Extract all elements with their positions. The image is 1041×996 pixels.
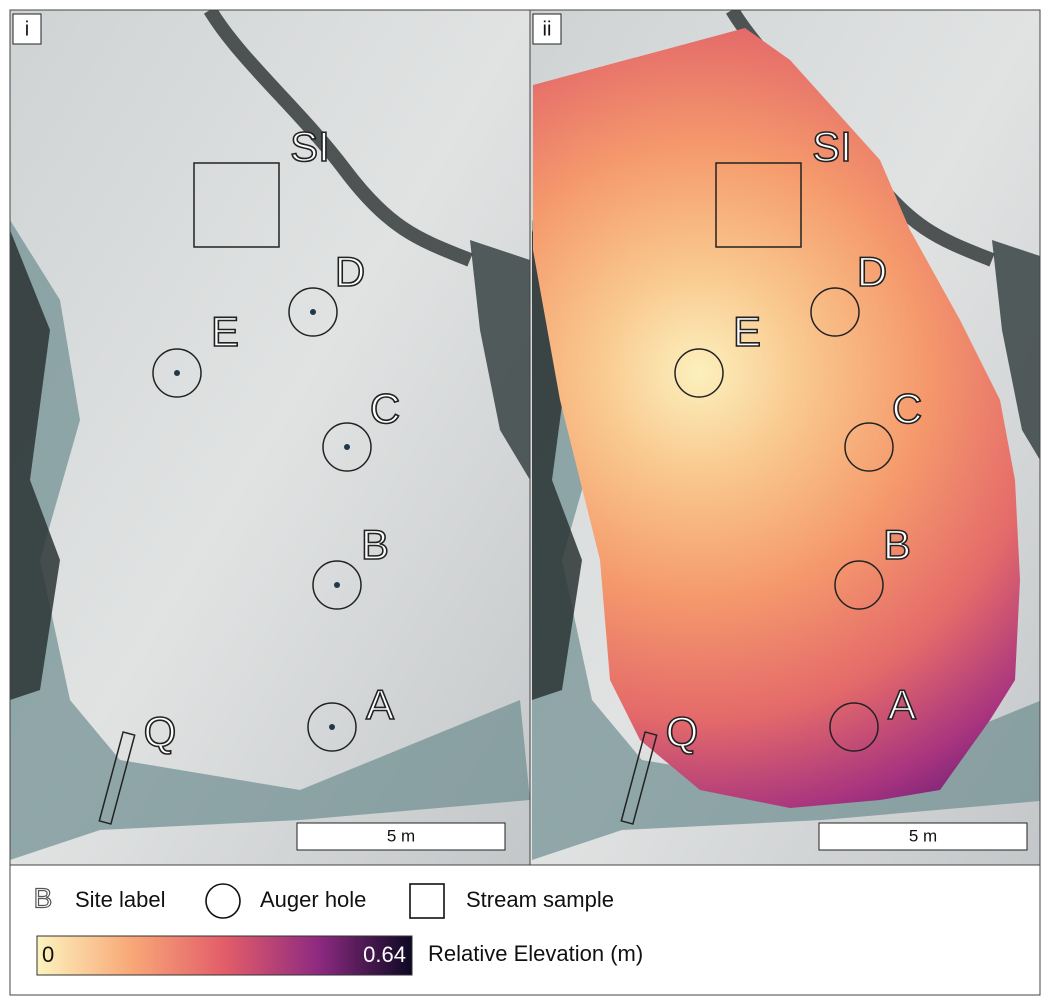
site-label: Q — [666, 708, 699, 755]
colorbar-max: 0.64 — [363, 942, 406, 967]
hole-dot — [310, 309, 316, 315]
legend-text: Auger hole — [260, 887, 366, 912]
site-label: Q — [144, 708, 177, 755]
site-label: C — [892, 385, 922, 432]
panel-label: ii — [543, 18, 552, 40]
legend-text: Site label — [75, 887, 166, 912]
site-label: E — [211, 308, 239, 355]
figure: SI D E C B A Q 5 m i SI D E C B A Q 5 m ii B Site label A… — [0, 0, 1041, 996]
panel: SI D E C B A Q 5 m ii — [530, 10, 1041, 865]
site-label: SI — [812, 123, 852, 170]
colorbar-min: 0 — [42, 942, 54, 967]
colorbar — [37, 936, 412, 975]
site-label: D — [335, 248, 365, 295]
colorbar-label: Relative Elevation (m) — [428, 941, 643, 966]
legend-text: Stream sample — [466, 887, 614, 912]
site-label: E — [733, 308, 761, 355]
panel: SI D E C B A Q 5 m i — [10, 10, 530, 865]
panels: SI D E C B A Q 5 m i SI D E C B A Q 5 m ii — [10, 10, 1041, 865]
hole-dot — [329, 724, 335, 730]
site-label: SI — [290, 123, 330, 170]
hole-dot — [334, 582, 340, 588]
hole-dot — [344, 444, 350, 450]
hole-dot — [174, 370, 180, 376]
site-label: B — [361, 521, 389, 568]
legend: B Site label Auger hole Stream sample 0 … — [10, 865, 1040, 995]
site-label: C — [370, 385, 400, 432]
panel-label: i — [25, 18, 29, 40]
site-label: A — [366, 681, 394, 728]
site-label: D — [857, 248, 887, 295]
scale-label: 5 m — [387, 826, 415, 845]
legend-symbol: B — [34, 882, 53, 913]
scale-label: 5 m — [909, 826, 937, 845]
site-label: A — [888, 681, 916, 728]
site-label: B — [883, 521, 911, 568]
